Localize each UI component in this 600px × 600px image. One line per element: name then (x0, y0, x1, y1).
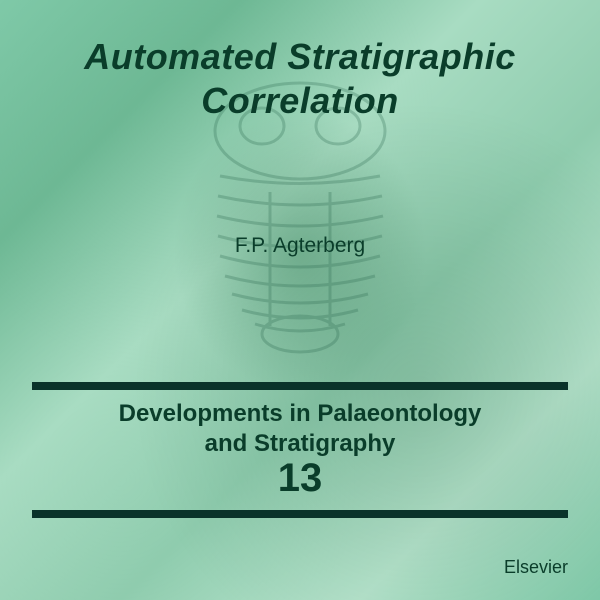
author-name: F.P. Agterberg (0, 234, 600, 258)
title-line-2: Correlation (0, 80, 600, 122)
publisher-name: Elsevier (504, 557, 568, 578)
volume-number: 13 (0, 456, 600, 501)
series-title: Developments in Palaeontology and Strati… (0, 400, 600, 458)
series-line-1: Developments in Palaeontology (0, 400, 600, 428)
book-cover: Automated Stratigraphic Correlation F.P.… (0, 0, 600, 600)
divider-rule-bottom (32, 510, 568, 518)
divider-rule-top (32, 382, 568, 390)
book-title: Automated Stratigraphic Correlation (0, 36, 600, 122)
title-line-1: Automated Stratigraphic (0, 36, 600, 78)
series-line-2: and Stratigraphy (0, 430, 600, 458)
